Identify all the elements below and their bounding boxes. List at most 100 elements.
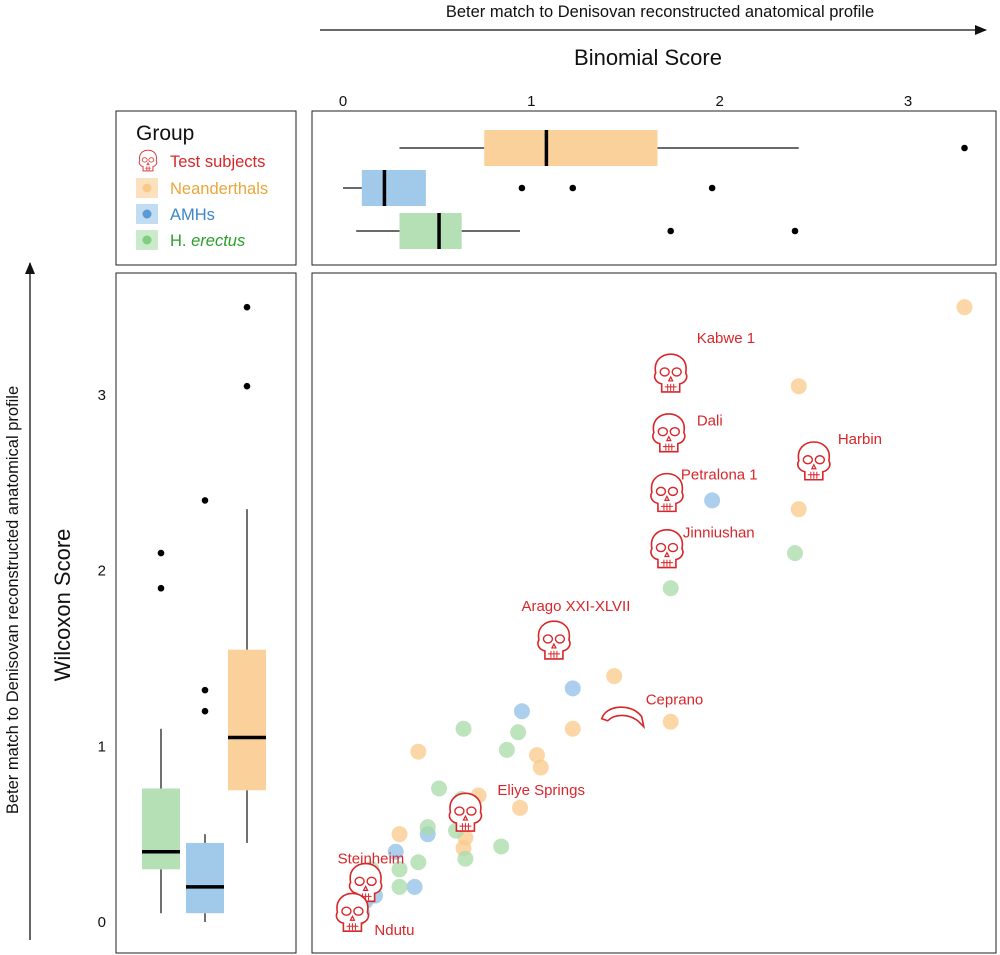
legend-label-neanderthals: Neanderthals [170, 180, 268, 198]
outlier-point [667, 227, 674, 235]
test-subject-label: Arago XXI-XLVII [521, 598, 630, 615]
test-subject-label: Steinheim [338, 850, 405, 867]
test-subject: Kabwe 1 [653, 330, 755, 393]
top-axis-caption: Beter match to Denisovan reconstructed a… [446, 3, 874, 21]
legend-item-neanderthals: Neanderthals [136, 178, 268, 198]
outlier-point [708, 184, 716, 192]
outlier-point [201, 707, 209, 715]
scatter-point-erectus [787, 545, 803, 562]
legend-label-amhs: AMHs [170, 206, 215, 224]
test-subject-label: Harbin [838, 431, 882, 448]
skull-icon [653, 353, 688, 393]
scatter-point-erectus [457, 850, 474, 867]
scatter-panel [311, 272, 997, 954]
wilcoxon-score-title: Wilcoxon Score [50, 529, 75, 682]
left-boxplot-neanderthal [228, 303, 266, 843]
test-subject-label: Petralona 1 [681, 466, 758, 483]
scatter-point-amh [513, 703, 530, 720]
scatter-point-neanderthal [790, 378, 807, 395]
legend-dot-amhs [142, 209, 152, 219]
outlier-point [157, 584, 165, 592]
legend-label-test-subjects: Test subjects [170, 153, 265, 171]
outlier-point [243, 303, 251, 311]
outlier-point [518, 184, 526, 192]
left-tick-label: 1 [98, 738, 106, 755]
scatter-point-neanderthal [410, 743, 427, 760]
outlier-point [569, 184, 577, 192]
left-axis-caption: Beter match to Denisovan reconstructed a… [4, 386, 22, 814]
box [228, 649, 266, 791]
scatter-point-neanderthal [564, 720, 581, 737]
test-subject: Steinheim [338, 850, 405, 903]
legend-title: Group [136, 122, 194, 145]
top-boxplots [343, 130, 968, 249]
scatter-point-erectus [391, 878, 408, 895]
legend-item-amhs: AMHs [136, 204, 215, 224]
test-subject: Ndutu [335, 892, 414, 939]
legend-item-test-subjects: Test subjects [138, 149, 265, 172]
scatter-point-amh [564, 680, 581, 697]
scatter-point-neanderthal [662, 713, 679, 730]
test-subject: Ceprano [600, 692, 704, 730]
test-subject: Arago XXI-XLVII [521, 598, 630, 660]
left-tick-label: 3 [98, 387, 106, 404]
scatter-point-erectus [431, 780, 448, 797]
outlier-point [791, 227, 799, 235]
left-boxplots [142, 303, 266, 922]
left-boxplot-panel [115, 272, 297, 954]
box [142, 788, 180, 870]
test-subject-label: Ndutu [374, 922, 414, 939]
top-boxplot-panel [311, 110, 997, 266]
skull-icon [650, 529, 684, 569]
skull-icon [138, 149, 158, 172]
skull-icon [796, 441, 831, 481]
top-boxplot-erectus [356, 213, 799, 249]
scatter-point-erectus [455, 720, 472, 737]
box [186, 842, 224, 914]
left-boxplot-amh [186, 497, 224, 922]
test-subject-label: Ceprano [646, 692, 704, 709]
scatter-point-neanderthal [391, 826, 408, 843]
top-tick-label: 0 [339, 93, 347, 110]
scatter-point-erectus [510, 724, 527, 741]
scatter-point-neanderthal [528, 747, 545, 764]
left-tick-label: 0 [98, 914, 106, 931]
outlier-point [201, 686, 209, 694]
skull-fragment-icon [600, 706, 646, 730]
legend-label-h-erectus-genus: H. [170, 232, 187, 250]
legend-item-h-erectus: H. erectus [136, 230, 245, 250]
outlier-point [961, 144, 968, 152]
scatter-point-erectus [410, 854, 427, 871]
scatter-point-neanderthal [532, 759, 549, 776]
top-boxplot-amh [343, 170, 716, 206]
scatter-point-neanderthal [790, 501, 807, 518]
test-subject-label: Kabwe 1 [697, 330, 755, 347]
test-subject: Harbin [796, 431, 882, 481]
scatter-point-erectus [391, 861, 408, 878]
top-tick-label: 2 [715, 93, 723, 110]
skull-icon [651, 413, 686, 453]
scatter-point-neanderthal [956, 299, 973, 316]
box [484, 130, 658, 166]
test-subject: Jinniushan [650, 525, 755, 569]
scatter-point-neanderthal [512, 799, 529, 816]
scatter-points [344, 299, 973, 930]
legend: Group Test subjects Neanderthals AMHs H.… [136, 122, 268, 250]
scatter-point-neanderthal [606, 668, 623, 685]
scatter-point-erectus [498, 741, 515, 758]
test-subjects: Kabwe 1 Dali Harbin Petralona 1 Jinniushan Ar… [335, 330, 882, 939]
test-subject: Dali [651, 413, 723, 453]
scatter-point-amh [406, 878, 423, 895]
scatter-point-erectus [662, 580, 679, 597]
scatter-point-amh [387, 843, 404, 860]
outlier-point [157, 549, 165, 557]
test-subject-label: Eliye Springs [497, 782, 585, 799]
box [361, 170, 426, 206]
outlier-point [243, 382, 251, 390]
scatter-point-amh [704, 492, 721, 509]
legend-dot-h-erectus [142, 235, 152, 245]
binomial-score-title: Binomial Score [574, 45, 722, 70]
box [399, 213, 462, 249]
left-axis-ticks: 0 1 2 3 [98, 387, 106, 931]
